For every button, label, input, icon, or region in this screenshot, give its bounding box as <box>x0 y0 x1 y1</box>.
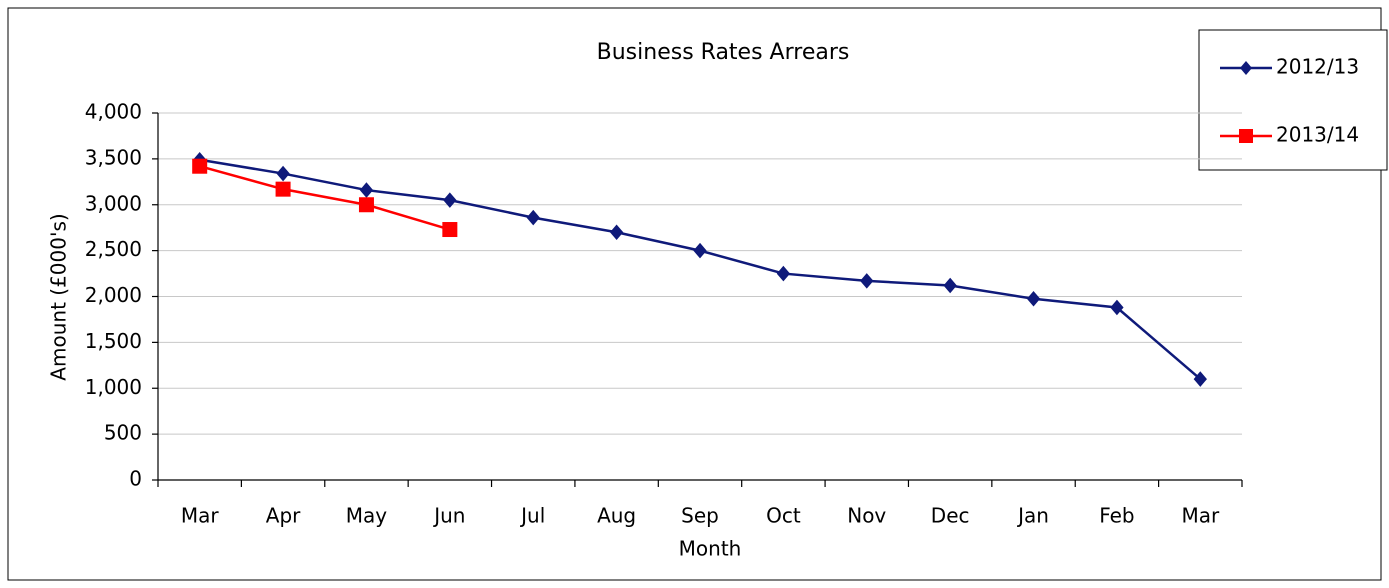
y-tick-label: 4,000 <box>85 100 142 124</box>
y-axis-label: Amount (£000's) <box>47 213 71 380</box>
x-tick-label: Mar <box>181 504 220 528</box>
legend-marker <box>1239 129 1253 143</box>
legend-marker <box>1240 61 1252 75</box>
marker <box>442 222 458 238</box>
marker <box>776 265 791 282</box>
x-tick-label: Jun <box>432 504 465 528</box>
y-tick-label: 2,500 <box>85 237 142 261</box>
legend-label: 2013/14 <box>1276 123 1359 147</box>
marker <box>1193 371 1207 387</box>
y-tick-label: 2,000 <box>85 283 142 307</box>
x-axis-label: Month <box>679 537 742 561</box>
x-tick-label: Mar <box>1181 504 1220 528</box>
marker <box>609 224 624 241</box>
marker <box>693 242 707 259</box>
marker <box>192 158 208 174</box>
x-tick-label: Jul <box>519 504 545 528</box>
y-tick-label: 3,000 <box>85 191 142 215</box>
marker <box>1026 291 1041 307</box>
x-tick-label: Nov <box>847 504 886 528</box>
marker <box>358 197 374 213</box>
marker <box>359 182 374 198</box>
x-tick-label: Feb <box>1099 504 1134 528</box>
marker <box>1110 299 1124 316</box>
marker <box>276 165 290 182</box>
x-tick-label: Aug <box>597 504 636 528</box>
y-tick-label: 1,500 <box>85 329 142 353</box>
y-tick-label: 0 <box>129 467 142 491</box>
x-tick-label: Dec <box>931 504 970 528</box>
marker <box>275 181 291 197</box>
y-tick-label: 3,500 <box>85 145 142 169</box>
y-tick-label: 1,000 <box>85 375 142 399</box>
x-tick-label: Jan <box>1016 504 1049 528</box>
marker <box>443 192 457 208</box>
y-tick-label: 500 <box>104 421 142 445</box>
chart-title: Business Rates Arrears <box>597 40 850 65</box>
x-tick-label: Oct <box>766 504 801 528</box>
marker <box>943 277 957 294</box>
legend-label: 2012/13 <box>1276 55 1359 79</box>
chart-border <box>7 7 1382 581</box>
legend-box <box>1198 29 1388 171</box>
marker <box>860 273 874 289</box>
x-tick-label: May <box>346 504 388 528</box>
x-tick-label: Sep <box>681 504 719 528</box>
x-tick-label: Apr <box>266 504 301 528</box>
series-line <box>199 165 451 231</box>
marker <box>526 209 540 226</box>
